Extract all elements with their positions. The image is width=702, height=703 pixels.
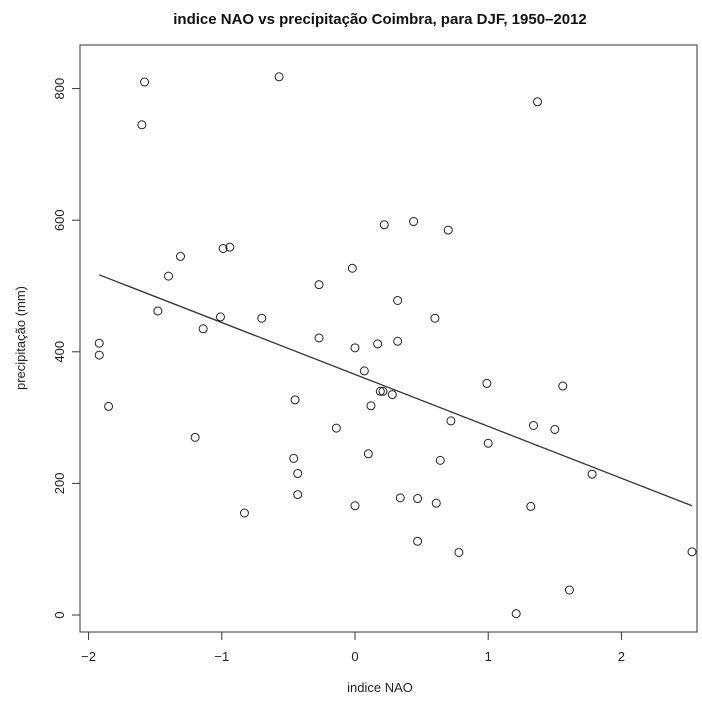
x-tick-label: 1 <box>485 649 492 664</box>
data-point <box>443 225 453 235</box>
data-point <box>137 120 147 130</box>
y-axis-label: precipitação (mm) <box>13 286 28 390</box>
data-point <box>225 242 235 252</box>
data-point <box>558 381 568 391</box>
y-tick-label: 0 <box>52 611 67 618</box>
data-point <box>528 420 538 430</box>
data-point <box>104 401 114 411</box>
data-point <box>483 438 493 448</box>
y-axis: 0 200 400 600 800 <box>52 78 81 619</box>
x-tick-label: −2 <box>81 649 96 664</box>
data-point <box>454 547 464 557</box>
data-point <box>140 77 150 87</box>
data-point <box>413 494 423 504</box>
data-point <box>511 609 521 619</box>
data-point <box>532 97 542 107</box>
data-point <box>393 336 403 346</box>
chart-title: indice NAO vs precipitação Coimbra, para… <box>173 11 587 28</box>
data-point <box>164 271 174 281</box>
data-point <box>375 386 385 396</box>
x-axis-label: indice NAO <box>347 680 413 695</box>
data-point <box>274 72 284 82</box>
data-point <box>94 350 104 360</box>
data-point <box>564 585 574 595</box>
data-point <box>289 453 299 463</box>
data-point <box>526 501 536 511</box>
data-point <box>293 490 303 500</box>
data-point <box>430 313 440 323</box>
y-tick-label: 400 <box>52 341 67 363</box>
data-point <box>190 432 200 442</box>
data-point <box>387 390 397 400</box>
data-point <box>218 243 228 253</box>
data-point <box>198 324 208 334</box>
data-point <box>257 313 267 323</box>
data-point <box>314 333 324 343</box>
regression-line <box>99 274 693 507</box>
data-point <box>314 280 324 290</box>
x-tick-label: 2 <box>618 649 625 664</box>
data-point <box>94 338 104 348</box>
data-point <box>446 416 456 426</box>
data-point <box>176 251 186 261</box>
data-point <box>482 378 492 388</box>
data-point <box>550 424 560 434</box>
y-tick-label: 600 <box>52 209 67 231</box>
data-point <box>290 395 300 405</box>
x-tick-label: −1 <box>214 649 229 664</box>
data-point <box>431 498 441 508</box>
data-point <box>359 366 369 376</box>
y-tick-label: 200 <box>52 473 67 495</box>
data-point <box>239 508 249 518</box>
data-point <box>373 339 383 349</box>
data-point <box>378 386 388 396</box>
data-point <box>350 501 360 511</box>
data-point <box>366 401 376 411</box>
data-points <box>94 72 697 619</box>
data-point <box>409 217 419 227</box>
plot-frame <box>79 44 698 633</box>
data-point <box>393 295 403 305</box>
data-point <box>413 536 423 546</box>
data-point <box>293 469 303 479</box>
data-point <box>350 343 360 353</box>
y-tick-label: 800 <box>52 78 67 100</box>
data-point <box>435 455 445 465</box>
data-point <box>395 493 405 503</box>
data-point <box>379 220 389 230</box>
data-point <box>347 263 357 273</box>
data-point <box>215 312 225 322</box>
data-point <box>363 449 373 459</box>
x-tick-label: 0 <box>351 649 358 664</box>
data-point <box>331 423 341 433</box>
data-point <box>153 306 163 316</box>
data-point <box>687 547 697 557</box>
data-point <box>587 469 597 479</box>
x-axis: −2 −1 0 1 2 <box>81 631 625 664</box>
